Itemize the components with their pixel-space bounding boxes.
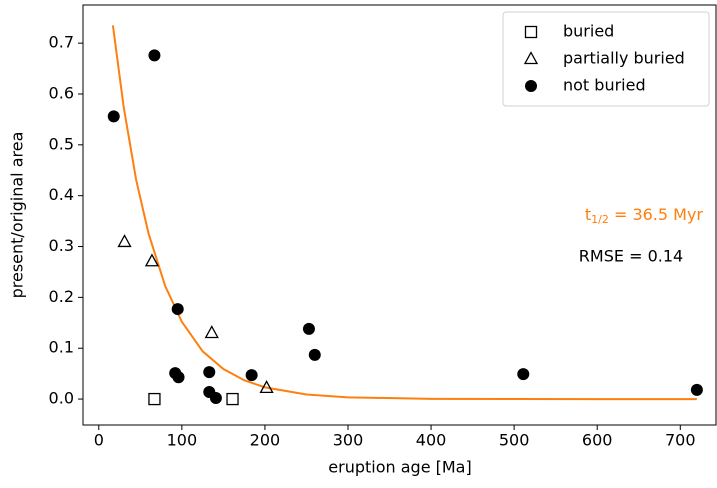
plot-frame [82, 4, 717, 426]
x-tick-label: 400 [416, 431, 447, 450]
half-life-base: t [585, 205, 591, 224]
circle-marker [517, 368, 530, 381]
y-tick-label: 0.3 [49, 236, 74, 255]
legend-label: buried [563, 22, 614, 41]
annotation: RMSE = 0.14 [579, 247, 683, 266]
square-marker [148, 392, 161, 406]
circle-marker [107, 110, 120, 123]
y-tick-label: 0.0 [49, 389, 74, 408]
legend-marker [524, 25, 538, 39]
y-tick-label: 0.4 [49, 185, 74, 204]
legend-marker [523, 51, 539, 65]
half-life-annotation: t1/2 = 36.5 Myr [585, 205, 704, 227]
half-life-text: = 36.5 Myr [609, 205, 704, 224]
circle-marker [308, 348, 321, 361]
x-tick-label: 300 [333, 431, 364, 450]
x-tick-label: 700 [665, 431, 696, 450]
x-tick-label: 500 [499, 431, 530, 450]
x-tick-label: 100 [167, 431, 198, 450]
fit-curve [111, 25, 697, 401]
y-tick-label: 0.1 [49, 338, 74, 357]
triangle-marker [259, 380, 274, 394]
legend-box [502, 11, 710, 107]
circle-marker [245, 369, 258, 382]
circle-marker [171, 303, 184, 316]
x-tick-label: 0 [94, 431, 104, 450]
x-tick-label: 600 [582, 431, 613, 450]
square-marker [226, 392, 239, 406]
circle-marker [690, 383, 703, 396]
legend-marker [525, 80, 537, 92]
x-axis-label: eruption age [Ma] [328, 458, 471, 477]
x-tick-label: 200 [250, 431, 281, 450]
circle-marker [172, 371, 185, 384]
y-tick-label: 0.5 [49, 134, 74, 153]
circle-marker [148, 49, 161, 62]
triangle-marker [144, 253, 160, 267]
half-life-subscript: 1/2 [591, 213, 609, 226]
y-tick-label: 0.2 [49, 287, 74, 306]
circle-marker [209, 392, 222, 405]
legend-label: not buried [563, 76, 646, 95]
y-tick-label: 0.7 [49, 33, 74, 52]
y-tick-label: 0.6 [49, 83, 74, 102]
y-axis-label: present/original area [8, 132, 27, 299]
circle-marker [203, 366, 216, 379]
legend-label: partially buried [563, 49, 685, 68]
triangle-marker [117, 234, 132, 248]
circle-marker [302, 322, 315, 335]
triangle-marker [204, 325, 219, 339]
